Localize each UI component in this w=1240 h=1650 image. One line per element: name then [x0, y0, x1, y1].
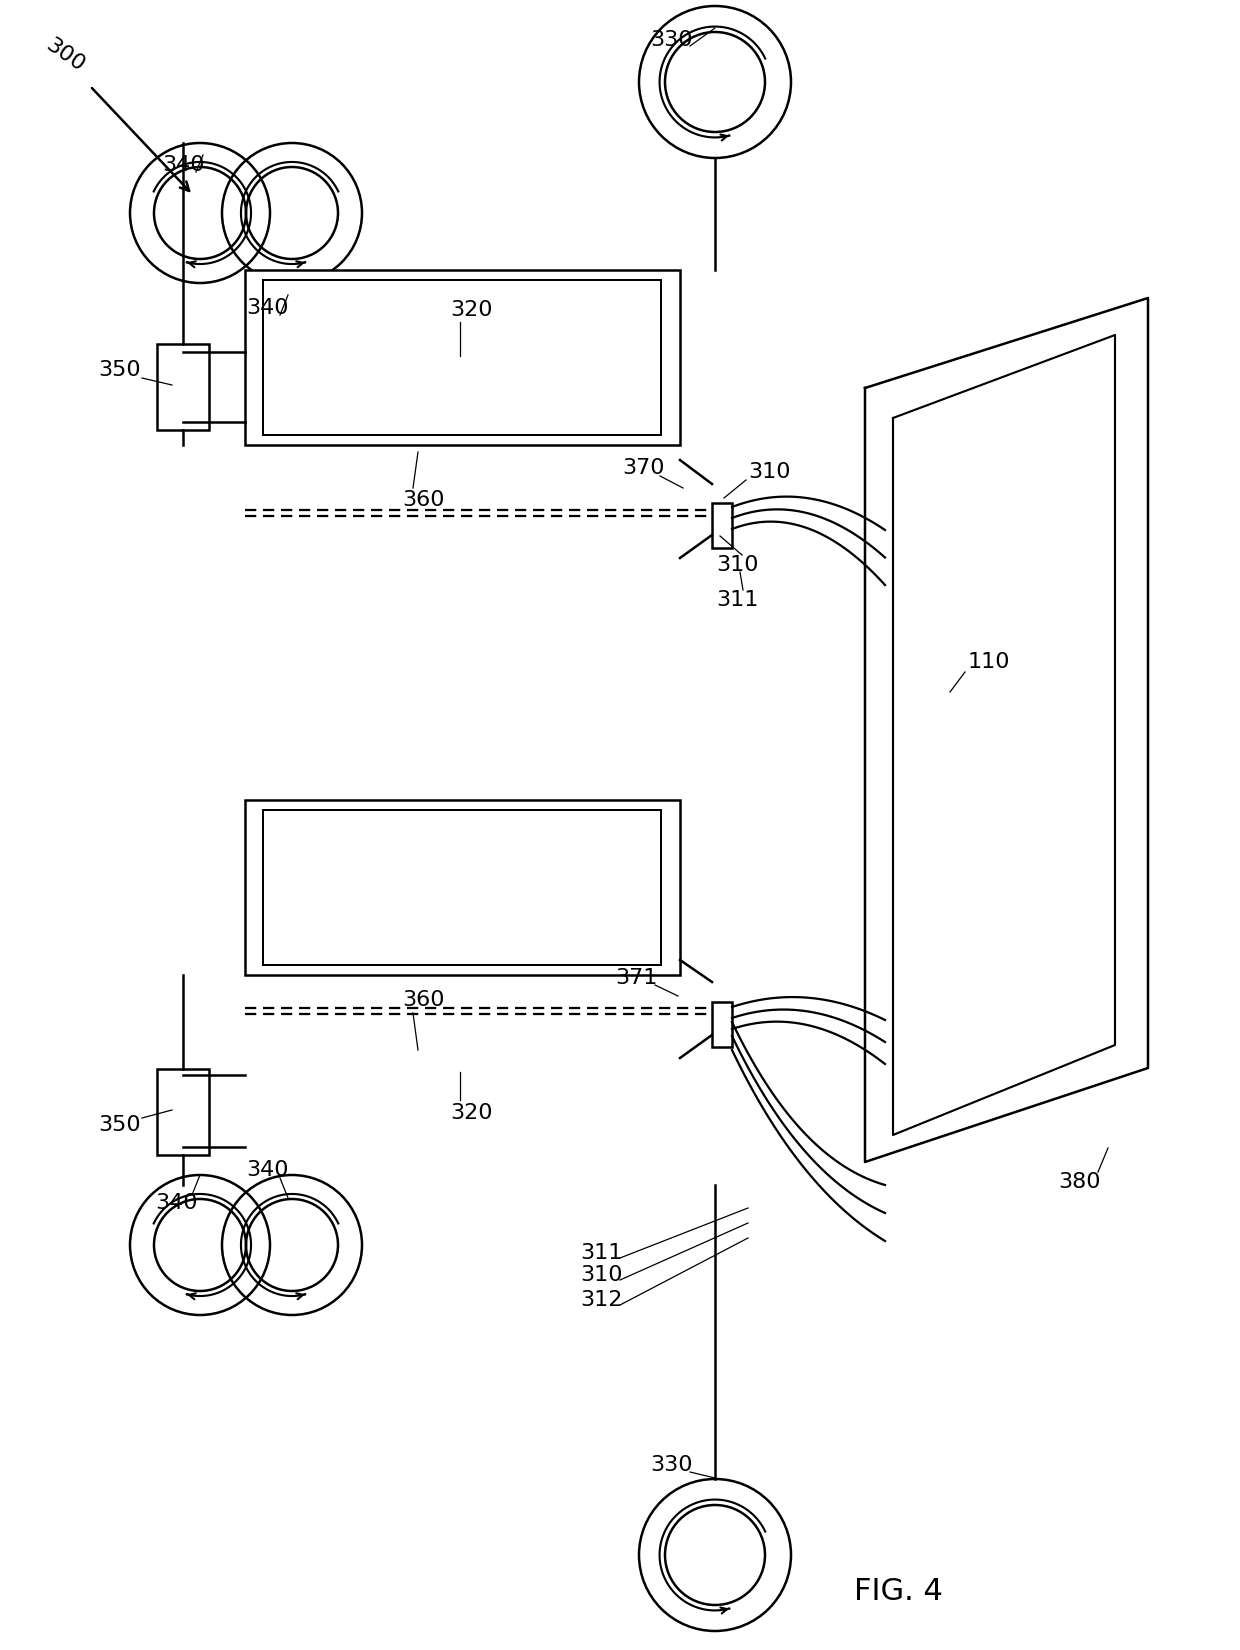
Text: 320: 320: [450, 1102, 492, 1124]
Bar: [263, 810, 661, 965]
Text: 380: 380: [1058, 1172, 1101, 1191]
Text: 110: 110: [968, 652, 1011, 672]
Bar: [246, 271, 680, 446]
Text: FIG. 4: FIG. 4: [853, 1577, 942, 1607]
Text: 360: 360: [402, 990, 444, 1010]
Text: 310: 310: [580, 1266, 622, 1285]
Text: 370: 370: [622, 459, 665, 478]
Bar: [157, 343, 210, 431]
Bar: [246, 800, 680, 975]
Text: 300: 300: [42, 35, 88, 76]
Text: 311: 311: [715, 591, 759, 610]
Text: 330: 330: [650, 30, 692, 50]
Text: 340: 340: [246, 1160, 289, 1180]
Bar: [157, 1069, 210, 1155]
Text: 340: 340: [246, 299, 289, 318]
Text: 310: 310: [715, 554, 759, 574]
Text: 312: 312: [580, 1290, 622, 1310]
Text: 340: 340: [162, 155, 205, 175]
Text: 350: 350: [98, 360, 140, 380]
Text: 311: 311: [580, 1242, 622, 1262]
Text: 320: 320: [450, 300, 492, 320]
Text: 310: 310: [748, 462, 791, 482]
Text: 330: 330: [650, 1455, 692, 1475]
Text: 360: 360: [402, 490, 444, 510]
Text: 340: 340: [155, 1193, 197, 1213]
Text: 371: 371: [615, 969, 657, 988]
Bar: [712, 503, 732, 548]
Text: 350: 350: [98, 1115, 140, 1135]
Bar: [712, 1002, 732, 1048]
Bar: [263, 280, 661, 436]
